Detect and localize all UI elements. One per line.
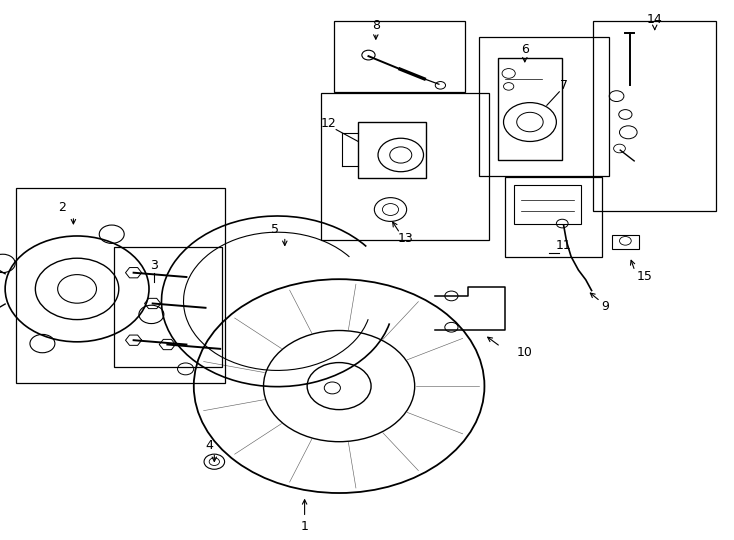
Text: 12: 12 [321,117,337,130]
Text: 3: 3 [150,259,158,272]
Text: 10: 10 [517,346,533,359]
Text: 1: 1 [301,520,308,533]
Text: 8: 8 [372,19,379,32]
Bar [321,93,489,240]
Text: 2: 2 [59,201,66,214]
Text: 11: 11 [556,239,572,252]
Bar [593,21,716,211]
Bar [479,37,609,176]
Text: 13: 13 [397,232,413,245]
Text: 6: 6 [521,43,528,56]
Text: 15: 15 [636,270,653,283]
Text: 9: 9 [602,300,609,313]
Bar [505,177,602,257]
Text: 5: 5 [272,223,279,236]
Text: 7: 7 [560,79,567,92]
Bar [334,21,465,92]
Bar [498,58,562,160]
Text: 4: 4 [206,439,213,452]
Bar [612,235,639,249]
Bar [16,188,225,383]
Bar [514,185,581,224]
Bar [358,122,426,178]
Bar [114,247,222,367]
Text: 14: 14 [647,13,663,26]
